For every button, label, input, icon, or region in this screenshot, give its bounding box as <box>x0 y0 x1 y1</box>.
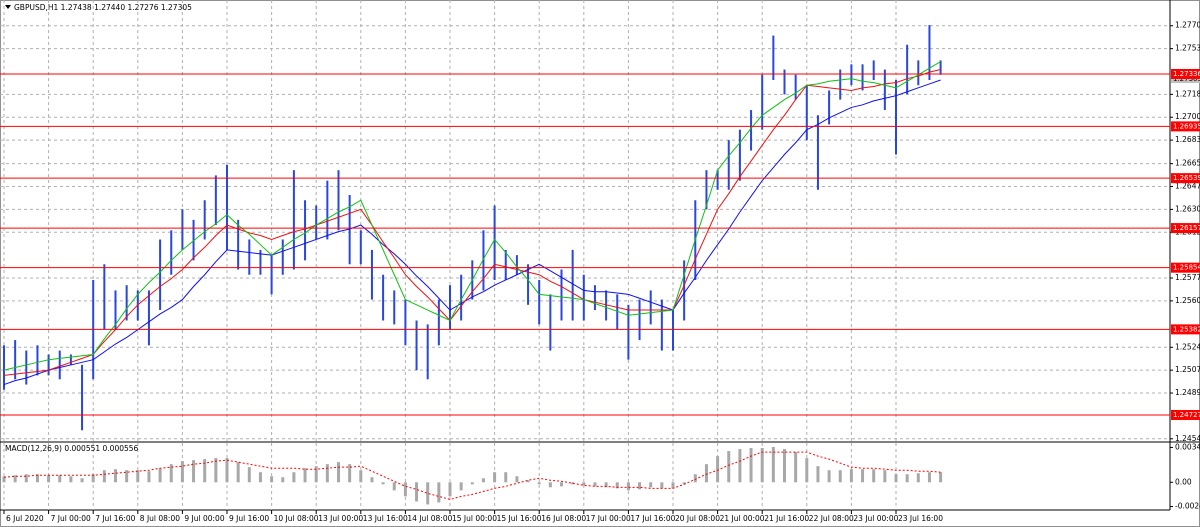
level-tag <box>1171 121 1200 132</box>
y-tick-label: 1.26830 <box>1175 135 1200 144</box>
x-tick-label: 23 Jul 16:00 <box>898 514 943 523</box>
macd-y-tick-label: -0.002406 <box>1175 502 1200 511</box>
x-tick-label: 9 Jul 00:00 <box>184 514 224 523</box>
macd-y-tick-label: 0.003461 <box>1175 442 1200 451</box>
current-price-label: 1.27305 <box>1173 75 1200 83</box>
x-tick-label: 15 Jul 16:00 <box>497 514 542 523</box>
x-tick-label: 14 Jul 08:00 <box>407 514 452 523</box>
x-tick-label: 20 Jul 08:00 <box>675 514 720 523</box>
level-tag <box>1171 223 1200 234</box>
level-label: 1.26935 <box>1173 122 1200 130</box>
y-tick-label: 1.25600 <box>1175 296 1200 305</box>
level-tag <box>1171 324 1200 335</box>
x-tick-label: 21 Jul 16:00 <box>764 514 809 523</box>
macd-signal-line <box>3 451 941 500</box>
y-tick-label: 1.26650 <box>1175 159 1200 168</box>
x-tick-label: 7 Jul 16:00 <box>95 514 135 523</box>
x-tick-label: 10 Jul 08:00 <box>274 514 319 523</box>
y-tick-label: 1.27180 <box>1175 89 1200 98</box>
moving-average <box>3 79 941 386</box>
y-tick-label: 1.26475 <box>1175 182 1200 191</box>
x-tick-label: 17 Jul 16:00 <box>630 514 675 523</box>
x-tick-label: 21 Jul 00:00 <box>720 514 765 523</box>
level-label: 1.25382 <box>1173 325 1200 333</box>
moving-average <box>3 61 941 371</box>
y-tick-label: 1.25245 <box>1175 342 1200 351</box>
chart-title: GBPUSD,H1 1.27438 1.27440 1.27276 1.2730… <box>14 3 192 12</box>
y-tick-label: 1.26300 <box>1175 204 1200 213</box>
symbol-icon <box>5 5 11 9</box>
moving-average <box>3 69 941 376</box>
x-tick-label: 6 Jul 2020 <box>6 514 44 523</box>
x-tick-label: 8 Jul 08:00 <box>140 514 180 523</box>
x-tick-label: 15 Jul 00:00 <box>452 514 497 523</box>
level-tag <box>1171 262 1200 273</box>
level-label: 1.26539 <box>1173 174 1200 182</box>
y-tick-label: 1.25775 <box>1175 273 1200 282</box>
x-tick-label: 17 Jul 00:00 <box>586 514 631 523</box>
level-tag <box>1171 173 1200 184</box>
x-tick-label: 7 Jul 00:00 <box>51 514 91 523</box>
y-tick-label: 1.27005 <box>1175 112 1200 121</box>
macd-title: MACD(12,26,9) 0.000551 0.000556 <box>5 444 139 453</box>
level-label: 1.25854 <box>1173 264 1200 272</box>
x-tick-label: 16 Jul 08:00 <box>541 514 586 523</box>
x-tick-label: 13 Jul 16:00 <box>363 514 408 523</box>
y-tick-label: 1.24545 <box>1175 434 1200 443</box>
y-tick-label: 1.25070 <box>1175 365 1200 374</box>
x-tick-label: 23 Jul 00:00 <box>853 514 898 523</box>
y-tick-label: 1.27705 <box>1175 21 1200 30</box>
x-tick-label: 13 Jul 00:00 <box>318 514 363 523</box>
level-tag <box>1171 409 1200 420</box>
level-label: 1.26157 <box>1173 224 1200 232</box>
y-tick-label: 1.24895 <box>1175 388 1200 397</box>
x-tick-label: 22 Jul 08:00 <box>809 514 854 523</box>
x-tick-label: 9 Jul 16:00 <box>229 514 269 523</box>
level-label: 1.24727 <box>1173 411 1200 419</box>
level-label: 1.27336 <box>1173 70 1200 78</box>
y-tick-label: 1.27530 <box>1175 44 1200 53</box>
level-tag <box>1171 68 1200 79</box>
macd-y-tick-label: 0.00 <box>1175 477 1192 486</box>
